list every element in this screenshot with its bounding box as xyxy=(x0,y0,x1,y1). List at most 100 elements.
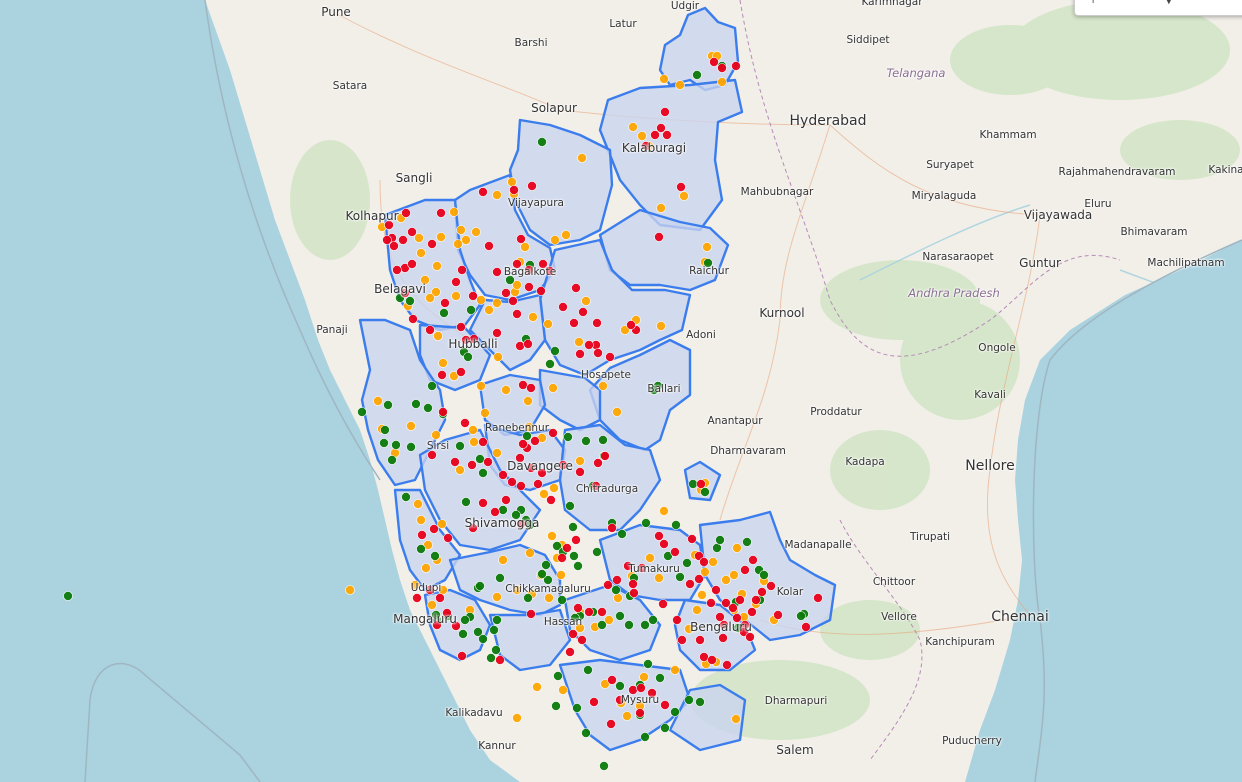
map-control-box[interactable]: ↑ ▼ xyxy=(1074,0,1242,16)
red-marker[interactable] xyxy=(508,296,518,306)
green-marker[interactable] xyxy=(458,629,468,639)
red-marker[interactable] xyxy=(451,277,461,287)
red-marker[interactable] xyxy=(518,439,528,449)
orange-marker[interactable] xyxy=(406,421,416,431)
green-marker[interactable] xyxy=(541,560,551,570)
green-marker[interactable] xyxy=(643,659,653,669)
green-marker[interactable] xyxy=(357,407,367,417)
green-marker[interactable] xyxy=(640,620,650,630)
red-marker[interactable] xyxy=(437,370,447,380)
red-marker[interactable] xyxy=(629,588,639,598)
red-marker[interactable] xyxy=(577,635,587,645)
red-marker[interactable] xyxy=(626,320,636,330)
red-marker[interactable] xyxy=(533,479,543,489)
orange-marker[interactable] xyxy=(613,593,623,603)
orange-marker[interactable] xyxy=(692,605,702,615)
green-marker[interactable] xyxy=(551,701,561,711)
red-marker[interactable] xyxy=(562,543,572,553)
orange-marker[interactable] xyxy=(659,74,669,84)
red-marker[interactable] xyxy=(526,609,536,619)
red-marker[interactable] xyxy=(382,235,392,245)
red-marker[interactable] xyxy=(456,367,466,377)
green-marker[interactable] xyxy=(379,438,389,448)
orange-marker[interactable] xyxy=(512,713,522,723)
orange-marker[interactable] xyxy=(512,280,522,290)
red-marker[interactable] xyxy=(457,651,467,661)
green-marker[interactable] xyxy=(617,529,627,539)
orange-marker[interactable] xyxy=(528,312,538,322)
green-marker[interactable] xyxy=(523,593,533,603)
red-marker[interactable] xyxy=(801,622,811,632)
red-marker[interactable] xyxy=(400,288,410,298)
red-marker[interactable] xyxy=(607,523,617,533)
red-marker[interactable] xyxy=(565,647,575,657)
red-marker[interactable] xyxy=(526,383,536,393)
orange-marker[interactable] xyxy=(425,293,435,303)
red-marker[interactable] xyxy=(584,607,594,617)
red-marker[interactable] xyxy=(637,563,647,573)
red-marker[interactable] xyxy=(516,234,526,244)
red-marker[interactable] xyxy=(571,283,581,293)
red-marker[interactable] xyxy=(748,555,758,565)
orange-marker[interactable] xyxy=(437,519,447,529)
red-marker[interactable] xyxy=(537,468,547,478)
orange-marker[interactable] xyxy=(574,337,584,347)
green-marker[interactable] xyxy=(640,732,650,742)
red-marker[interactable] xyxy=(440,298,450,308)
green-marker[interactable] xyxy=(411,399,421,409)
green-marker[interactable] xyxy=(759,570,769,580)
red-marker[interactable] xyxy=(593,348,603,358)
orange-marker[interactable] xyxy=(498,555,508,565)
control-icon-2[interactable]: ▼ xyxy=(1165,0,1173,6)
green-marker[interactable] xyxy=(491,645,501,655)
orange-marker[interactable] xyxy=(550,235,560,245)
red-marker[interactable] xyxy=(711,585,721,595)
red-marker[interactable] xyxy=(457,265,467,275)
green-marker[interactable] xyxy=(391,440,401,450)
green-marker[interactable] xyxy=(475,454,485,464)
green-marker[interactable] xyxy=(416,544,426,554)
green-marker[interactable] xyxy=(492,615,502,625)
red-marker[interactable] xyxy=(659,539,669,549)
red-marker[interactable] xyxy=(412,593,422,603)
orange-marker[interactable] xyxy=(492,190,502,200)
red-marker[interactable] xyxy=(636,683,646,693)
red-marker[interactable] xyxy=(427,450,437,460)
red-marker[interactable] xyxy=(398,235,408,245)
orange-marker[interactable] xyxy=(416,248,426,258)
orange-marker[interactable] xyxy=(575,456,585,466)
red-marker[interactable] xyxy=(735,595,745,605)
red-marker[interactable] xyxy=(607,675,617,685)
red-marker[interactable] xyxy=(425,585,435,595)
red-marker[interactable] xyxy=(575,467,585,477)
red-marker[interactable] xyxy=(432,620,442,630)
green-marker[interactable] xyxy=(387,455,397,465)
red-marker[interactable] xyxy=(699,557,709,567)
red-marker[interactable] xyxy=(478,498,488,508)
green-marker[interactable] xyxy=(703,258,713,268)
green-marker[interactable] xyxy=(670,707,680,717)
green-marker[interactable] xyxy=(505,275,515,285)
red-marker[interactable] xyxy=(569,318,579,328)
red-marker[interactable] xyxy=(722,660,732,670)
green-marker[interactable] xyxy=(478,634,488,644)
red-marker[interactable] xyxy=(523,339,533,349)
green-marker[interactable] xyxy=(599,761,609,771)
orange-marker[interactable] xyxy=(413,499,423,509)
red-marker[interactable] xyxy=(707,655,717,665)
orange-marker[interactable] xyxy=(547,531,557,541)
red-marker[interactable] xyxy=(546,495,556,505)
red-marker[interactable] xyxy=(757,587,767,597)
green-marker[interactable] xyxy=(569,551,579,561)
red-marker[interactable] xyxy=(558,302,568,312)
orange-marker[interactable] xyxy=(433,331,443,341)
red-marker[interactable] xyxy=(392,265,402,275)
red-marker[interactable] xyxy=(773,610,783,620)
orange-marker[interactable] xyxy=(525,548,535,558)
green-marker[interactable] xyxy=(660,723,670,733)
green-marker[interactable] xyxy=(537,137,547,147)
green-marker[interactable] xyxy=(537,569,547,579)
orange-marker[interactable] xyxy=(656,203,666,213)
red-marker[interactable] xyxy=(677,635,687,645)
orange-marker[interactable] xyxy=(628,122,638,132)
